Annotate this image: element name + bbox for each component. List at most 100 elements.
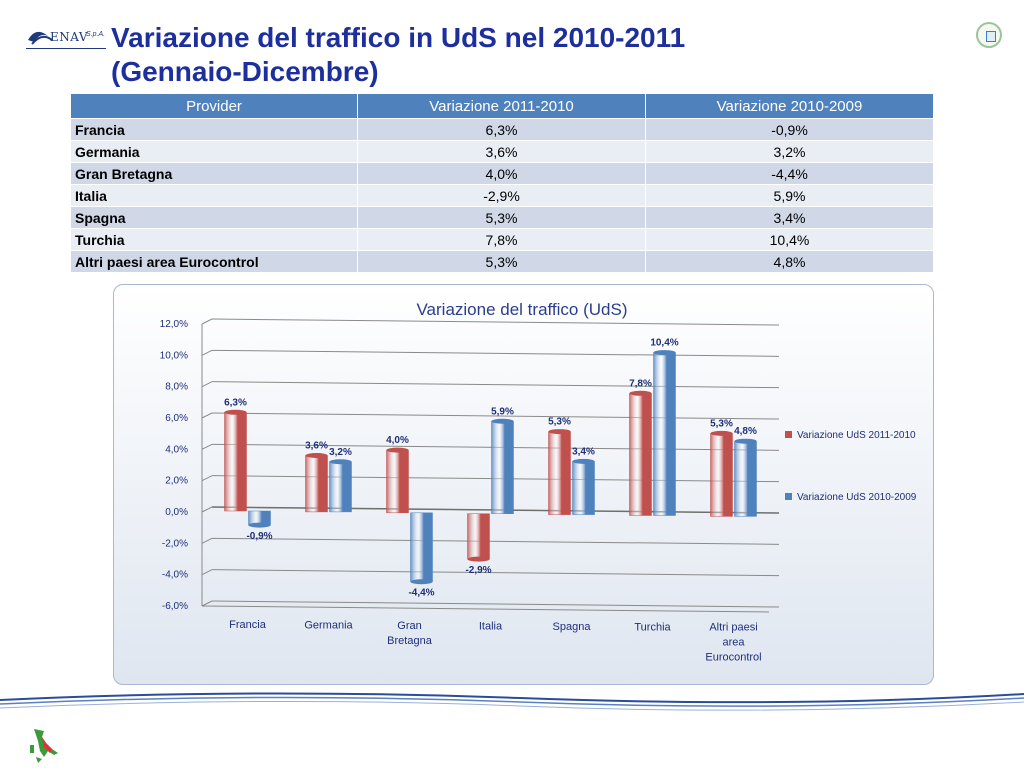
grid-depth-line xyxy=(201,569,213,576)
cell-var-2010: 10,4% xyxy=(645,228,934,251)
y-tick-label: -6,0% xyxy=(162,601,188,612)
x-tick-label: Gran Bretagna xyxy=(387,620,433,647)
enav-logo-icon xyxy=(26,31,106,49)
bar-var-2010-2009 xyxy=(491,421,514,514)
bar-cap xyxy=(410,579,433,585)
legend-swatch xyxy=(785,431,792,438)
grid-depth-line xyxy=(201,443,213,450)
legend-label: Variazione UdS 2011-2010 xyxy=(797,430,916,441)
data-label: 4,0% xyxy=(386,435,409,446)
x-tick-label: Francia xyxy=(229,619,267,631)
cell-var-2011: 3,6% xyxy=(357,140,646,163)
cell-provider: Altri paesi area Eurocontrol xyxy=(70,250,358,273)
y-tick-label: 4,0% xyxy=(165,444,188,455)
y-tick-label: 0,0% xyxy=(165,507,188,518)
bar-cap xyxy=(248,522,271,528)
data-label: -2,9% xyxy=(465,565,491,576)
bar-cap xyxy=(710,430,733,436)
data-label: 5,9% xyxy=(491,406,514,417)
cell-var-2010: -0,9% xyxy=(645,118,934,141)
bar-var-2011-2010 xyxy=(548,431,571,515)
gridline xyxy=(211,349,780,357)
bar-var-2010-2009 xyxy=(329,461,352,513)
x-tick-label: Italia xyxy=(479,620,503,632)
bar-cap xyxy=(548,429,571,435)
grid-depth-line xyxy=(201,600,213,607)
x-axis xyxy=(201,605,770,613)
italy-map-icon xyxy=(30,729,58,763)
y-tick-label: 12,0% xyxy=(160,319,188,330)
header-var-2010-2009: Variazione 2010-2009 xyxy=(645,93,934,119)
cell-var-2010: 3,4% xyxy=(645,206,934,229)
cell-provider: Turchia xyxy=(70,228,358,251)
data-label: 10,4% xyxy=(650,338,678,349)
table-row: Italia -2,9% 5,9% xyxy=(70,184,934,207)
chart-title: Variazione del traffico (UdS) xyxy=(416,300,627,319)
x-tick-label: Germania xyxy=(304,619,353,631)
bar-cap xyxy=(734,438,757,444)
y-tick-label: -4,0% xyxy=(162,570,188,581)
cell-var-2011: 5,3% xyxy=(357,206,646,229)
grid-depth-line xyxy=(201,506,213,513)
table-row: Turchia 7,8% 10,4% xyxy=(70,228,934,251)
data-label: -0,9% xyxy=(246,531,272,542)
logo-sub: S.p.A. xyxy=(86,31,106,38)
bar-cap xyxy=(491,418,514,424)
data-label: 3,6% xyxy=(305,441,328,452)
cell-var-2010: 3,2% xyxy=(645,140,934,163)
bar-cap xyxy=(653,350,676,356)
table-row: Francia 6,3% -0,9% xyxy=(70,118,934,141)
cell-var-2010: -4,4% xyxy=(645,162,934,185)
cell-provider: Francia xyxy=(70,118,358,141)
page-title: Variazione del traffico in UdS nel 2010-… xyxy=(111,21,685,89)
bar-var-2011-2010 xyxy=(386,449,409,514)
table-row: Altri paesi area Eurocontrol 5,3% 4,8% xyxy=(70,250,934,273)
data-label: 7,8% xyxy=(629,378,652,389)
bar-var-2011-2010 xyxy=(629,393,652,516)
table-row: Gran Bretagna 4,0% -4,4% xyxy=(70,162,934,185)
grid-depth-line xyxy=(201,349,213,356)
cell-provider: Italia xyxy=(70,184,358,207)
bar-var-2011-2010 xyxy=(224,412,247,512)
y-tick-label: 6,0% xyxy=(165,413,188,424)
gridline xyxy=(211,318,780,326)
table-row: Germania 3,6% 3,2% xyxy=(70,140,934,163)
footer-wave-decoration xyxy=(0,692,1024,711)
grid-depth-line xyxy=(201,381,213,388)
cell-var-2010: 5,9% xyxy=(645,184,934,207)
bar-var-2010-2009 xyxy=(653,352,676,516)
bar-var-2011-2010 xyxy=(467,513,490,560)
gridline xyxy=(211,569,780,577)
data-label: 3,4% xyxy=(572,446,595,457)
chart-panel: Variazione del traffico (UdS) 12,0% 10,0% 8… xyxy=(113,284,934,685)
certification-badge-icon xyxy=(976,22,1002,48)
table-header-row: Provider Variazione 2011-2010 Variazione… xyxy=(70,93,934,119)
bar-cap xyxy=(329,459,352,465)
header-var-2011-2010: Variazione 2011-2010 xyxy=(357,93,646,119)
bar-var-2010-2009 xyxy=(410,512,433,582)
data-label: 4,8% xyxy=(734,426,757,437)
cell-provider: Germania xyxy=(70,140,358,163)
bar-var-2011-2010 xyxy=(305,455,328,513)
gridline xyxy=(211,381,780,389)
cell-var-2011: -2,9% xyxy=(357,184,646,207)
bar-cap xyxy=(305,453,328,458)
data-label: 6,3% xyxy=(224,397,247,408)
bar-chart: Variazione del traffico (UdS) 12,0% 10,0% 8… xyxy=(160,300,917,664)
y-tick-label: 10,0% xyxy=(160,350,188,361)
legend-label: Variazione UdS 2010-2009 xyxy=(797,492,917,503)
bar-var-2011-2010 xyxy=(710,433,733,517)
gridline xyxy=(211,412,780,420)
logo-text: ENAV xyxy=(50,30,88,44)
cell-provider: Gran Bretagna xyxy=(70,162,358,185)
legend-swatch xyxy=(785,493,792,500)
table-row: Spagna 5,3% 3,4% xyxy=(70,206,934,229)
grid-depth-line xyxy=(201,537,213,544)
bar-var-2010-2009 xyxy=(734,440,757,517)
data-label: 3,2% xyxy=(329,447,352,458)
bar-cap xyxy=(386,447,409,453)
bar-cap xyxy=(629,390,652,396)
bar-cap xyxy=(572,458,595,464)
cell-var-2011: 6,3% xyxy=(357,118,646,141)
grid-depth-line xyxy=(201,318,213,325)
